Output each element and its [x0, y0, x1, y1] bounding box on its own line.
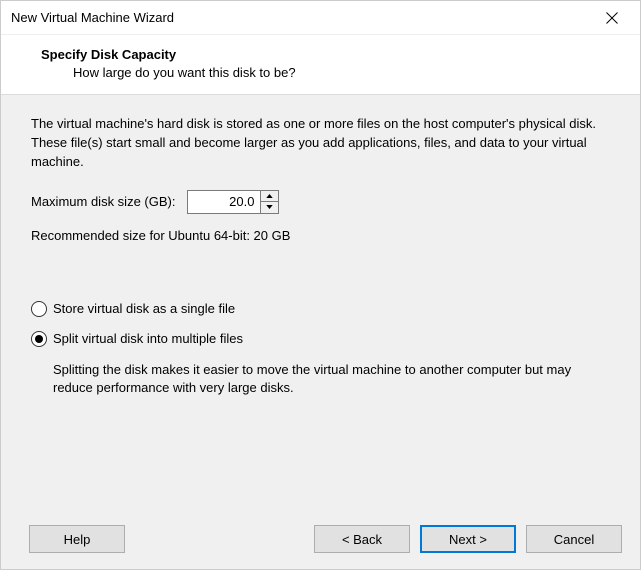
titlebar: New Virtual Machine Wizard: [1, 1, 640, 35]
radio-split-label: Split virtual disk into multiple files: [53, 331, 243, 346]
disk-size-input[interactable]: [188, 191, 260, 213]
window-title: New Virtual Machine Wizard: [11, 10, 174, 25]
close-button[interactable]: [592, 3, 632, 33]
description-text: The virtual machine's hard disk is store…: [31, 115, 610, 172]
wizard-body: The virtual machine's hard disk is store…: [1, 95, 640, 515]
back-button[interactable]: < Back: [314, 525, 410, 553]
help-button[interactable]: Help: [29, 525, 125, 553]
wizard-window: New Virtual Machine Wizard Specify Disk …: [0, 0, 641, 570]
next-button[interactable]: Next >: [420, 525, 516, 553]
spinner-buttons: [260, 191, 278, 213]
disk-size-spinner: [187, 190, 279, 214]
radio-split-files[interactable]: Split virtual disk into multiple files: [31, 331, 610, 347]
wizard-footer: Help < Back Next > Cancel: [1, 515, 640, 569]
radio-single-file[interactable]: Store virtual disk as a single file: [31, 301, 610, 317]
page-title: Specify Disk Capacity: [41, 47, 630, 62]
spinner-up-button[interactable]: [261, 191, 278, 202]
recommended-size-text: Recommended size for Ubuntu 64-bit: 20 G…: [31, 228, 610, 243]
chevron-up-icon: [266, 194, 273, 198]
radio-single-label: Store virtual disk as a single file: [53, 301, 235, 316]
chevron-down-icon: [266, 205, 273, 209]
spinner-down-button[interactable]: [261, 201, 278, 213]
split-hint-text: Splitting the disk makes it easier to mo…: [31, 361, 610, 399]
radio-icon: [31, 301, 47, 317]
close-icon: [606, 12, 618, 24]
wizard-header: Specify Disk Capacity How large do you w…: [1, 35, 640, 95]
disk-size-row: Maximum disk size (GB):: [31, 190, 610, 214]
disk-size-label: Maximum disk size (GB):: [31, 194, 179, 209]
radio-icon: [31, 331, 47, 347]
page-subtitle: How large do you want this disk to be?: [41, 65, 630, 80]
cancel-button[interactable]: Cancel: [526, 525, 622, 553]
